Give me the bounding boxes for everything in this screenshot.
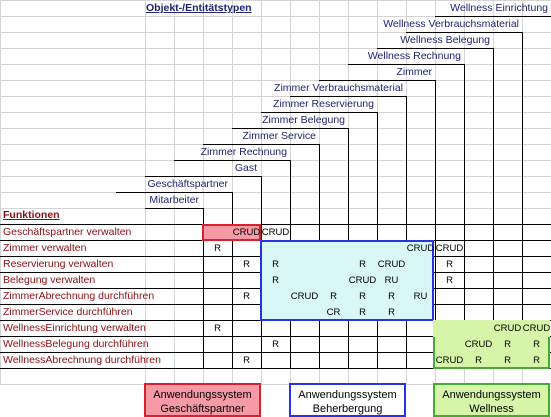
matrix-cell: CRUD	[261, 227, 290, 238]
matrix-cell: R	[446, 275, 453, 286]
function-label: ZimmerService durchführen	[3, 306, 133, 318]
matrix-cell: R	[504, 339, 511, 350]
matrix-cell: R	[330, 291, 337, 302]
matrix-cell: R	[243, 291, 250, 302]
function-label: WellnessEinrichtung verwalten	[3, 322, 146, 334]
matrix-cell: R	[533, 339, 540, 350]
object-header: Wellness Verbrauchsmaterial	[383, 18, 519, 30]
object-header: Geschäftspartner	[147, 178, 228, 190]
matrix-cell: R	[475, 355, 482, 366]
legend-beherbergung: Anwendungssystem Beherbergung	[289, 383, 406, 417]
matrix-cell: R	[243, 259, 250, 270]
matrix-cell: CRUD	[522, 323, 551, 334]
matrix-cell: RU	[413, 291, 428, 302]
matrix-cell: R	[272, 275, 279, 286]
function-label: ZimmerAbrechnung durchführen	[3, 290, 155, 302]
legend-beherbergung-line2: Beherbergung	[312, 403, 383, 415]
matrix-cell: CRUD	[435, 355, 464, 366]
matrix-cell: CRUD	[348, 275, 377, 286]
legend-wellness-line1: Anwendungssystem	[442, 389, 541, 401]
function-label: Geschäftspartner verwalten	[3, 226, 132, 238]
legend-geschaeftspartner-line2: Geschäftspartner	[160, 403, 245, 415]
matrix-cell: R	[388, 291, 395, 302]
function-label: WellnessAbrechnung durchführen	[3, 354, 161, 366]
object-header: Zimmer Verbrauchsmaterial	[274, 82, 403, 94]
object-header: Wellness Belegung	[400, 34, 490, 46]
matrix-cell: R	[388, 307, 395, 318]
matrix-cell: CRUD	[406, 243, 435, 254]
region-geschaeftspartner	[202, 224, 261, 241]
matrix-cell: R	[533, 355, 540, 366]
object-header: Zimmer Service	[242, 130, 316, 142]
matrix-cell: R	[214, 243, 221, 254]
matrix-cell: RU	[384, 275, 399, 286]
function-label: Belegung verwalten	[3, 274, 96, 286]
object-header: Gast	[234, 162, 257, 174]
matrix-cell: R	[359, 291, 366, 302]
function-label: Zimmer verwalten	[3, 242, 87, 254]
region-beherbergung	[260, 240, 434, 321]
legend-geschaeftspartner-line1: Anwendungssystem	[153, 389, 252, 401]
matrix-cell: R	[272, 259, 279, 270]
object-header: Wellness Rechnung	[367, 50, 461, 62]
object-header: Wellness Einrichtung	[450, 2, 548, 14]
legend-geschaeftspartner: Anwendungssystem Geschäftspartner	[144, 383, 261, 417]
object-header: Mitarbeiter	[149, 194, 199, 206]
matrix-cell: CR	[326, 307, 341, 318]
region-wellness-top	[433, 320, 550, 337]
matrix-cell: R	[272, 339, 279, 350]
legend-wellness: Anwendungssystem Wellness	[433, 383, 550, 417]
matrix-cell: R	[214, 323, 221, 334]
matrix-cell: CRUD	[377, 259, 406, 270]
matrix-cell: R	[504, 355, 511, 366]
matrix-title: Objekt-/Entitätstypen	[146, 2, 252, 14]
matrix-cell: R	[359, 259, 366, 270]
function-label: Reservierung verwalten	[3, 258, 114, 270]
matrix-cell: R	[359, 307, 366, 318]
function-label: WellnessBelegung durchführen	[3, 338, 149, 350]
object-header: Zimmer	[396, 66, 432, 78]
functions-heading: Funktionen	[3, 209, 60, 221]
matrix-cell: CRUD	[290, 291, 319, 302]
object-header: Zimmer Reservierung	[273, 98, 374, 110]
matrix-cell: CRUD	[435, 243, 464, 254]
object-header: Zimmer Belegung	[262, 114, 345, 126]
matrix-cell: CRUD	[493, 323, 522, 334]
object-header: Zimmer Rechnung	[200, 146, 287, 158]
legend-beherbergung-line1: Anwendungssystem	[298, 389, 397, 401]
matrix-cell: R	[446, 259, 453, 270]
matrix-cell: R	[243, 355, 250, 366]
matrix-cell: CRUD	[464, 339, 493, 350]
legend-wellness-line2: Wellness	[469, 403, 514, 415]
matrix-cell: CRUD	[232, 227, 261, 238]
